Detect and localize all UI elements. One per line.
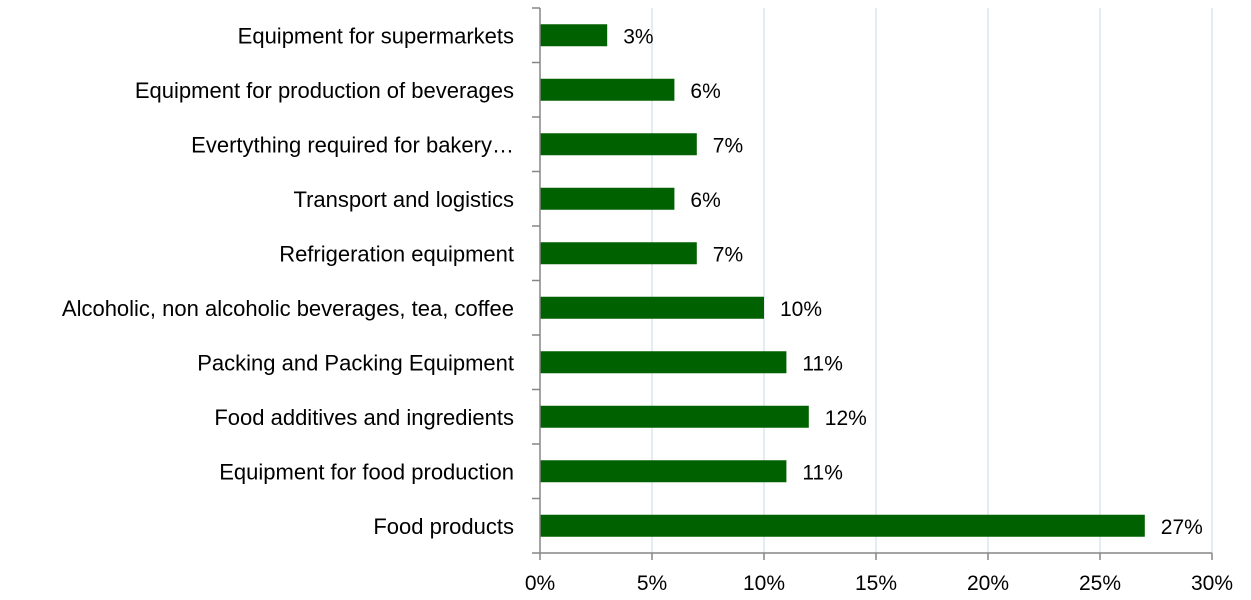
value-label-1: 6%: [690, 80, 720, 103]
category-label-2: Evertything required for bakery…: [191, 132, 514, 157]
value-label-5: 10%: [780, 298, 822, 321]
x-tick-label-6: 30%: [1191, 572, 1233, 595]
x-tick-label-1: 5%: [637, 572, 667, 595]
value-label-3: 6%: [690, 189, 720, 212]
bar-3: [540, 187, 675, 210]
x-tick-label-4: 20%: [967, 572, 1009, 595]
x-tick-label-0: 0%: [525, 572, 555, 595]
value-label-0: 3%: [623, 25, 653, 48]
value-label-4: 7%: [713, 243, 743, 266]
category-label-3: Transport and logistics: [293, 187, 514, 212]
value-label-2: 7%: [713, 134, 743, 157]
bar-9: [540, 514, 1145, 537]
category-label-5: Alcoholic, non alcoholic beverages, tea,…: [62, 296, 514, 321]
bar-5: [540, 296, 764, 319]
category-label-8: Equipment for food production: [219, 459, 514, 484]
value-label-7: 12%: [825, 407, 867, 430]
x-tick-label-3: 15%: [855, 572, 897, 595]
bar-1: [540, 78, 675, 101]
bar-8: [540, 460, 787, 483]
category-label-9: Food products: [373, 514, 514, 539]
category-label-6: Packing and Packing Equipment: [197, 350, 514, 375]
value-label-9: 27%: [1161, 516, 1203, 539]
bar-2: [540, 133, 697, 156]
value-label-8: 11%: [802, 461, 842, 484]
axes: [532, 7, 1213, 560]
bar-6: [540, 351, 787, 374]
category-label-7: Food additives and ingredients: [214, 405, 514, 430]
bar-7: [540, 405, 809, 428]
bar-0: [540, 24, 608, 47]
bars: [540, 24, 1145, 537]
value-label-6: 11%: [802, 352, 842, 375]
labels: 3% Equipment for supermarkets 6% Equipment …: [62, 23, 1233, 595]
bar-4: [540, 242, 697, 265]
category-label-0: Equipment for supermarkets: [238, 23, 514, 48]
x-tick-label-2: 10%: [743, 572, 785, 595]
x-tick-label-5: 25%: [1079, 572, 1121, 595]
category-label-4: Refrigeration equipment: [279, 241, 514, 266]
category-label-1: Equipment for production of beverages: [135, 78, 514, 103]
